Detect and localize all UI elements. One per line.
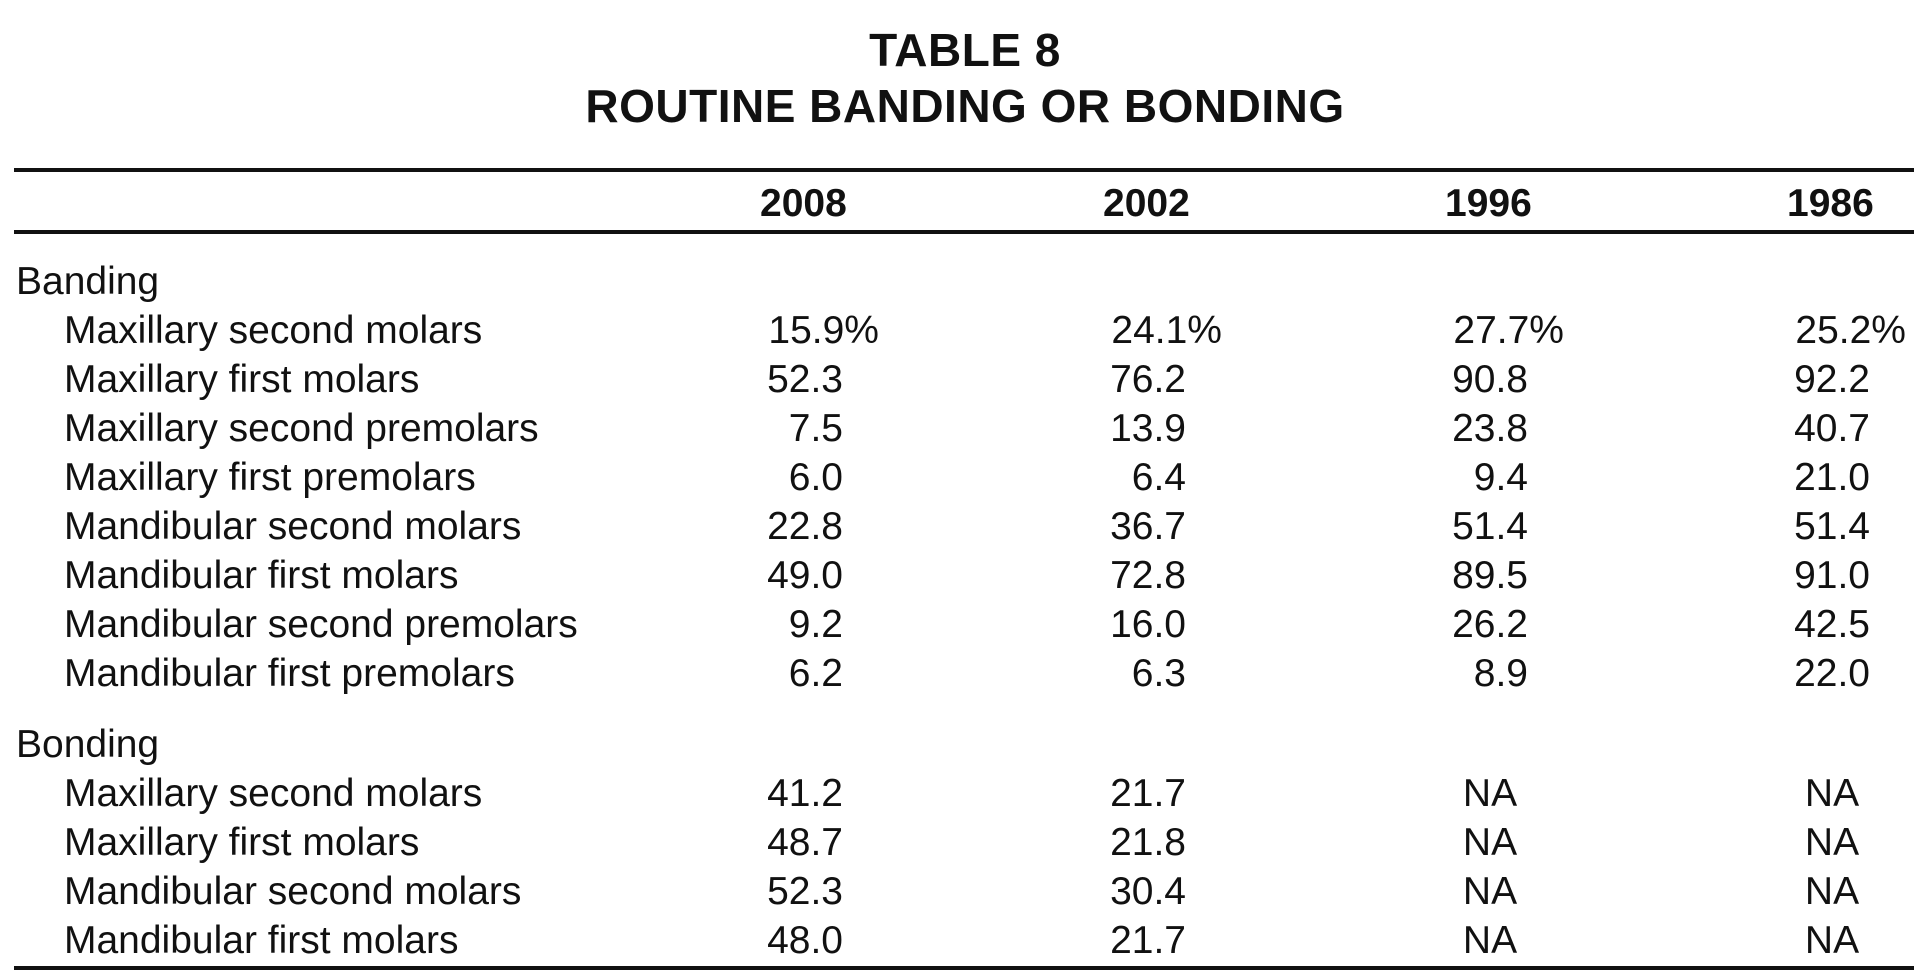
column-header-1996: 1996 bbox=[1445, 182, 1532, 225]
table-cell-1986: 22.0 bbox=[1794, 652, 1870, 695]
table-cell-1996: 9.4 bbox=[1473, 456, 1528, 499]
row-label: Mandibular second molars bbox=[64, 870, 522, 913]
table-cell-1986: 42.5 bbox=[1794, 603, 1870, 646]
table-cell-1996: 51.4 bbox=[1452, 505, 1528, 548]
table-cell-2008: 15.9% bbox=[768, 309, 879, 352]
table-cell-1986: 25.2% bbox=[1795, 309, 1906, 352]
table-cell-2002: 72.8 bbox=[1110, 554, 1186, 597]
table-cell-2008: 7.5 bbox=[788, 407, 843, 450]
table-cell-1996: 8.9 bbox=[1473, 652, 1528, 695]
column-header-1986: 1986 bbox=[1787, 182, 1874, 225]
table-cell-2002: 30.4 bbox=[1110, 870, 1186, 913]
table-cell-1996: NA bbox=[1462, 821, 1518, 864]
row-label: Mandibular second premolars bbox=[64, 603, 578, 646]
table-cell-2008: 6.0 bbox=[788, 456, 843, 499]
column-header-2002: 2002 bbox=[1103, 182, 1190, 225]
table-cell-1986: 51.4 bbox=[1794, 505, 1870, 548]
table-cell-1986: 40.7 bbox=[1794, 407, 1870, 450]
table-title: ROUTINE BANDING OR BONDING bbox=[585, 80, 1345, 132]
table-cell-2008: 22.8 bbox=[767, 505, 843, 548]
table-cell-1996: NA bbox=[1462, 919, 1518, 962]
table-cell-1986: NA bbox=[1804, 772, 1860, 815]
table-cell-1996: 26.2 bbox=[1452, 603, 1528, 646]
table-cell-1996: 27.7% bbox=[1453, 309, 1564, 352]
table-cell-1986: 91.0 bbox=[1794, 554, 1870, 597]
table-cell-2008: 48.7 bbox=[767, 821, 843, 864]
row-label: Maxillary second molars bbox=[64, 772, 483, 815]
table-cell-2002: 76.2 bbox=[1110, 358, 1186, 401]
table-cell-1996: 23.8 bbox=[1452, 407, 1528, 450]
table-cell-1986: NA bbox=[1804, 919, 1860, 962]
table-cell-2008: 9.2 bbox=[788, 603, 843, 646]
section-heading-bonding: Bonding bbox=[16, 723, 160, 766]
table-cell-1996: NA bbox=[1462, 772, 1518, 815]
table-cell-1986: 92.2 bbox=[1794, 358, 1870, 401]
table-cell-2002: 21.7 bbox=[1110, 919, 1186, 962]
table-cell-2002: 36.7 bbox=[1110, 505, 1186, 548]
table-cell-2002: 24.1% bbox=[1111, 309, 1222, 352]
table-cell-2008: 52.3 bbox=[767, 358, 843, 401]
table-cell-2008: 41.2 bbox=[767, 772, 843, 815]
table-cell-2002: 13.9 bbox=[1110, 407, 1186, 450]
table-cell-2008: 6.2 bbox=[788, 652, 843, 695]
column-header-2008: 2008 bbox=[760, 182, 847, 225]
table-cell-1996: 90.8 bbox=[1452, 358, 1528, 401]
table-cell-2002: 6.4 bbox=[1131, 456, 1186, 499]
top-rule bbox=[14, 168, 1914, 172]
table-cell-2008: 52.3 bbox=[767, 870, 843, 913]
table-cell-2002: 21.7 bbox=[1110, 772, 1186, 815]
row-label: Maxillary first premolars bbox=[64, 456, 476, 499]
section-heading-banding: Banding bbox=[16, 260, 160, 303]
table-cell-2008: 49.0 bbox=[767, 554, 843, 597]
header-rule bbox=[14, 230, 1914, 234]
row-label: Mandibular first premolars bbox=[64, 652, 515, 695]
row-label: Maxillary second molars bbox=[64, 309, 483, 352]
table-cell-1986: 21.0 bbox=[1794, 456, 1870, 499]
row-label: Maxillary first molars bbox=[64, 358, 420, 401]
table-number: TABLE 8 bbox=[869, 24, 1061, 76]
table-cell-1986: NA bbox=[1804, 821, 1860, 864]
row-label: Mandibular second molars bbox=[64, 505, 522, 548]
table-cell-1996: NA bbox=[1462, 870, 1518, 913]
table-cell-2008: 48.0 bbox=[767, 919, 843, 962]
row-label: Mandibular first molars bbox=[64, 554, 459, 597]
row-label: Mandibular first molars bbox=[64, 919, 459, 962]
row-label: Maxillary second premolars bbox=[64, 407, 539, 450]
table-cell-1986: NA bbox=[1804, 870, 1860, 913]
table-cell-2002: 6.3 bbox=[1131, 652, 1186, 695]
row-label: Maxillary first molars bbox=[64, 821, 420, 864]
table-cell-1996: 89.5 bbox=[1452, 554, 1528, 597]
table-cell-2002: 16.0 bbox=[1110, 603, 1186, 646]
table-cell-2002: 21.8 bbox=[1110, 821, 1186, 864]
bottom-rule bbox=[14, 966, 1914, 970]
